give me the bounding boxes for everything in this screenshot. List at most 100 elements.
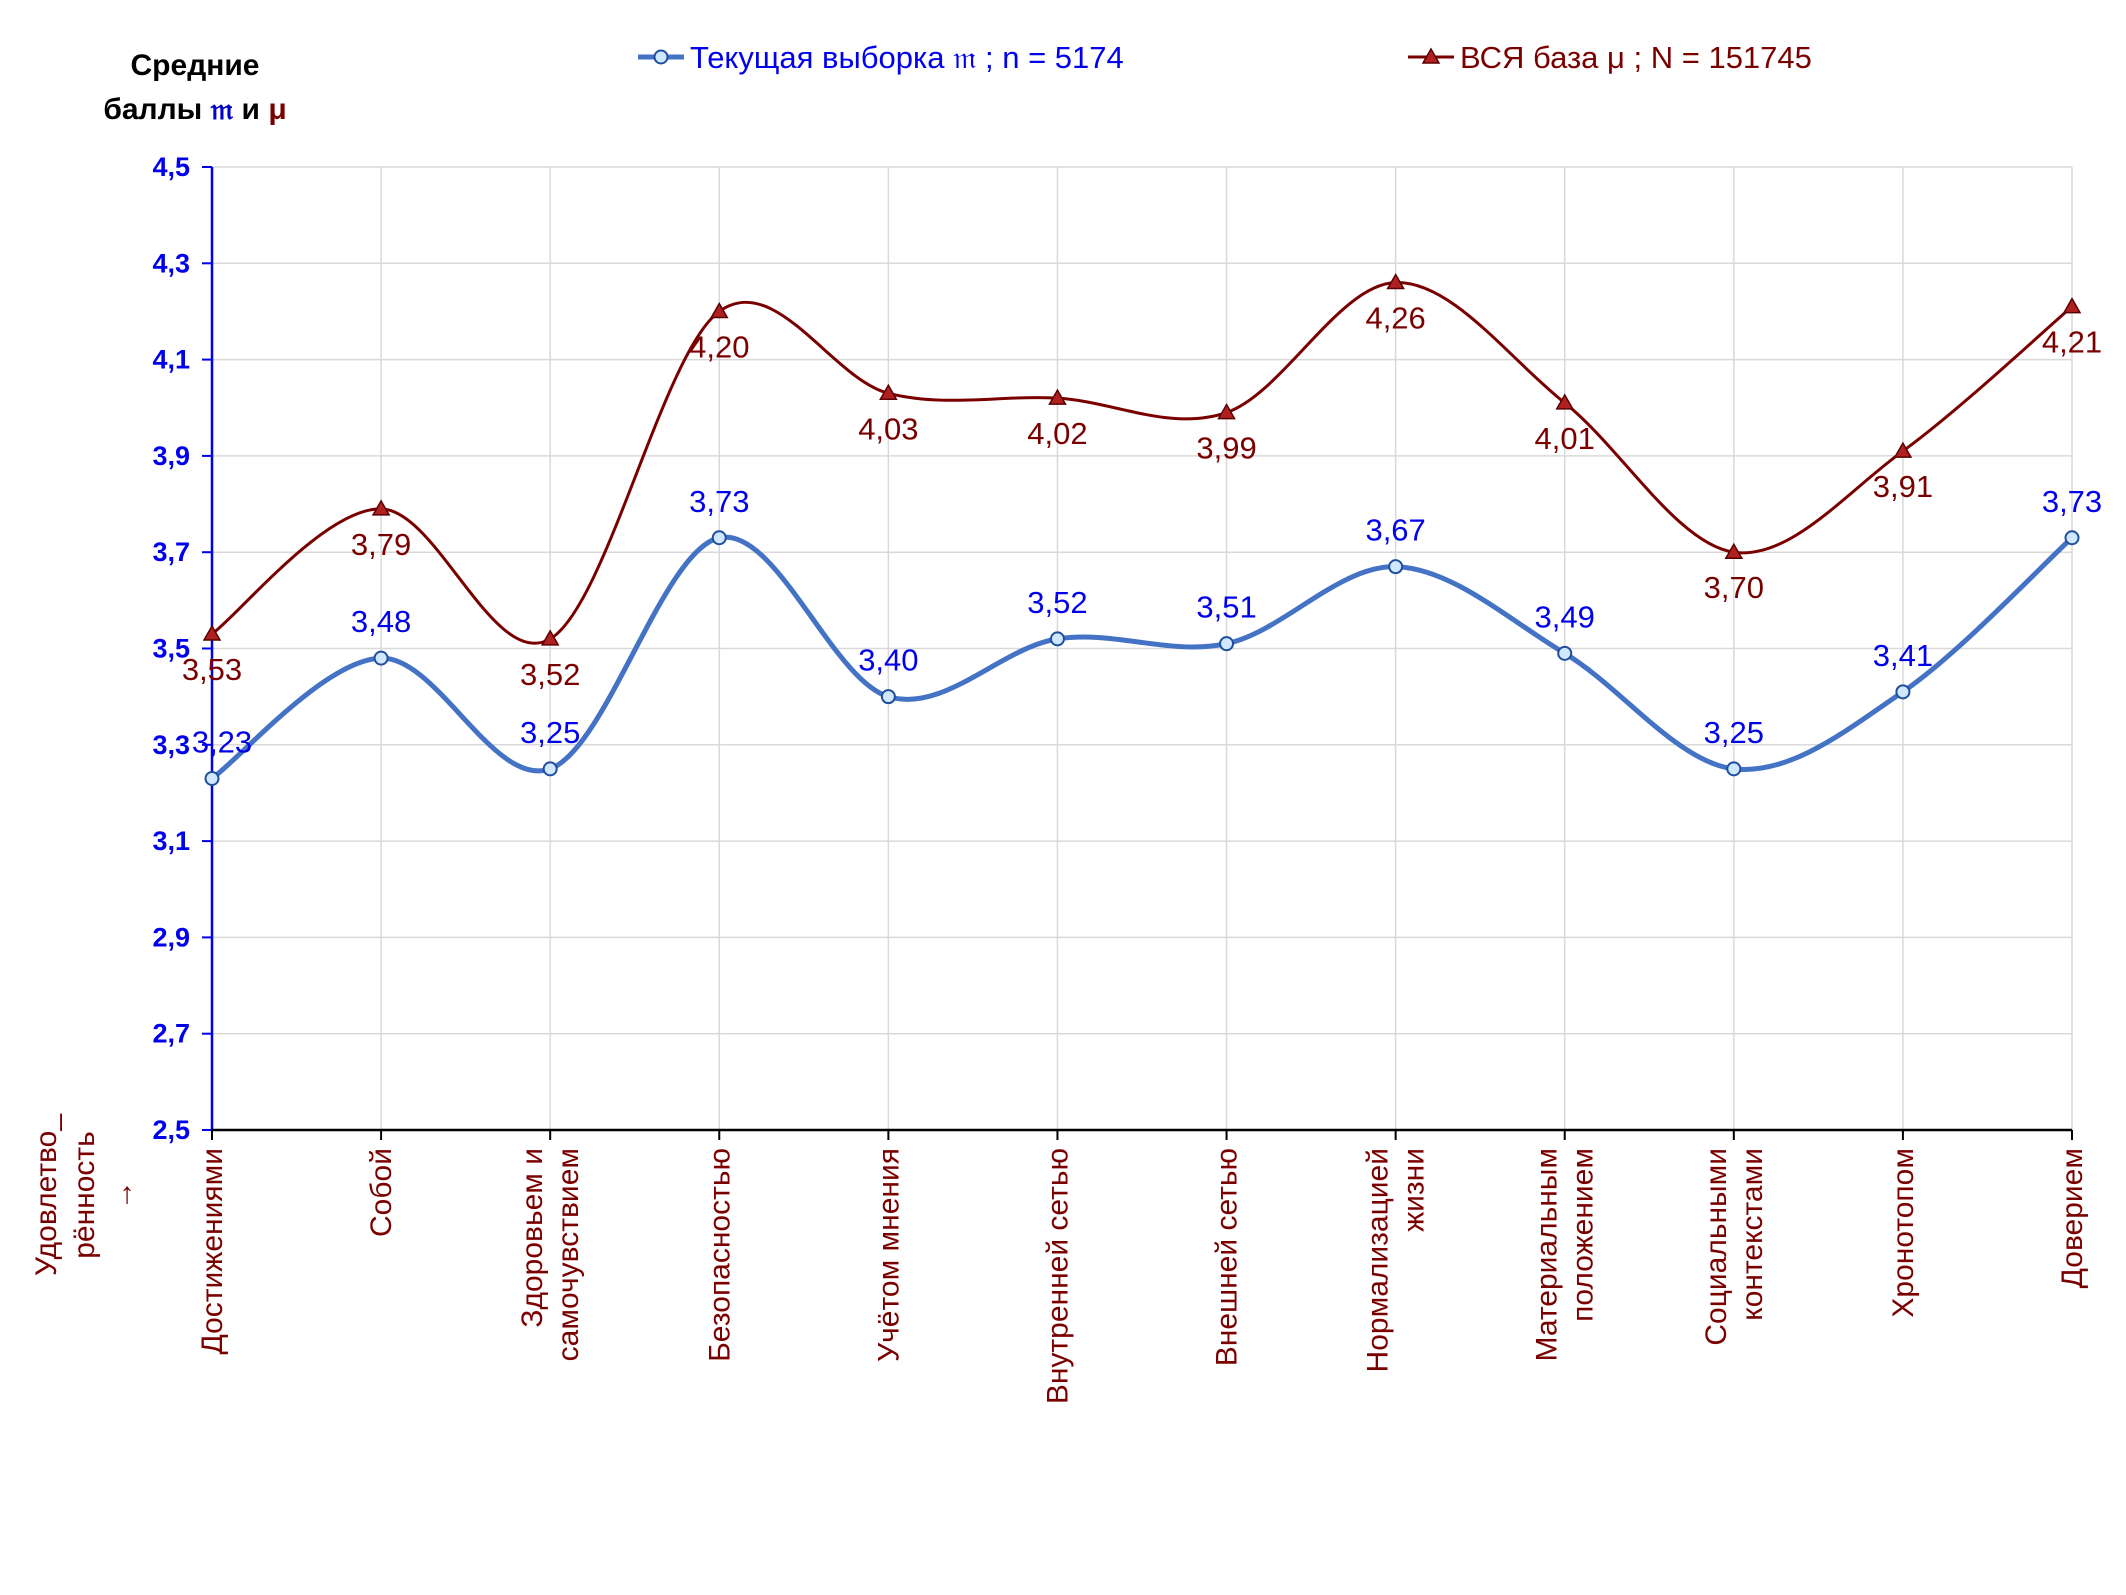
y-axis-title-symbol-sample: 𝔪 bbox=[210, 93, 234, 126]
x-tick-label: Достижениями bbox=[196, 1148, 229, 1355]
x-tick-label-line: Собой bbox=[365, 1148, 398, 1237]
data-point-sample bbox=[1388, 559, 1404, 575]
x-tick-label-line: положением bbox=[1567, 1148, 1600, 1322]
series-line-base bbox=[211, 281, 2073, 645]
y-axis-title: Средние баллы 𝔪 и μ bbox=[100, 44, 290, 132]
data-label-base: 3,91 bbox=[1873, 469, 1933, 504]
data-point-sample bbox=[204, 771, 220, 787]
x-tick-label: Хронотопом bbox=[1887, 1148, 1920, 1318]
x-tick-label-line: Внешней сетью bbox=[1211, 1148, 1244, 1366]
data-label-sample: 3,67 bbox=[1365, 513, 1425, 548]
data-point-sample bbox=[1895, 684, 1911, 700]
series-line-sample bbox=[210, 534, 2074, 781]
y-axis-title-line1: Средние bbox=[130, 49, 260, 82]
data-label-base: 3,79 bbox=[351, 527, 411, 562]
data-point-base bbox=[371, 499, 391, 516]
data-label-base: 4,26 bbox=[1365, 301, 1425, 336]
x-axis-title-text: Удовлетво_ рённость → bbox=[30, 1113, 139, 1276]
data-point-base bbox=[1555, 393, 1575, 410]
y-tick-label: 3,7 bbox=[152, 537, 190, 567]
data-point-base bbox=[2062, 297, 2082, 314]
data-point-sample bbox=[1726, 761, 1742, 777]
x-tick-label-line: Социальными bbox=[1700, 1148, 1733, 1346]
data-label-sample: 3,51 bbox=[1196, 590, 1256, 625]
data-point-sample bbox=[1219, 636, 1235, 652]
y-tick-label: 4,5 bbox=[152, 152, 190, 182]
x-axis-title-line: Удовлетво_ bbox=[30, 1113, 63, 1276]
x-tick-label: Безопасностью bbox=[703, 1148, 736, 1362]
data-label-base: 3,53 bbox=[182, 652, 242, 687]
y-tick-label: 3,3 bbox=[152, 730, 190, 760]
data-label-sample: 3,48 bbox=[351, 604, 411, 639]
legend-marker bbox=[653, 49, 669, 65]
data-label-base: 4,03 bbox=[858, 411, 918, 446]
data-point-sample bbox=[1557, 645, 1573, 661]
x-tick-label-line: самочувствием bbox=[552, 1148, 585, 1361]
y-tick-label: 4,3 bbox=[152, 248, 190, 278]
y-tick-label: 4,1 bbox=[152, 345, 190, 375]
legend-label: ВСЯ база μ ; N = 151745 bbox=[1460, 40, 1812, 75]
x-tick-label-line: Безопасностью bbox=[703, 1148, 736, 1362]
x-tick-label: Доверием bbox=[2056, 1148, 2089, 1288]
legend-marker bbox=[1421, 47, 1441, 64]
x-tick-label-line: Доверием bbox=[2056, 1148, 2089, 1288]
data-point-sample bbox=[711, 530, 727, 546]
y-tick-label: 2,5 bbox=[152, 1115, 190, 1145]
x-tick-label-line: Внутренней сетью bbox=[1041, 1148, 1074, 1404]
y-tick-label: 2,9 bbox=[152, 922, 190, 952]
x-tick-label: Внешней сетью bbox=[1211, 1148, 1244, 1366]
data-label-sample: 3,23 bbox=[192, 725, 252, 760]
y-axis-title-symbol-base: μ bbox=[268, 93, 287, 126]
data-label-sample: 3,52 bbox=[1027, 585, 1087, 620]
data-point-base bbox=[540, 629, 560, 646]
data-label-base: 3,99 bbox=[1196, 431, 1256, 466]
data-label-sample: 3,40 bbox=[858, 643, 918, 678]
x-tick-label-line: Учётом мнения bbox=[872, 1148, 905, 1362]
x-tick-label: Социальными контекстами bbox=[1700, 1148, 1769, 1346]
data-label-base: 3,52 bbox=[520, 657, 580, 692]
data-point-sample bbox=[2064, 530, 2080, 546]
x-axis-title-line: рённость bbox=[68, 1131, 101, 1259]
data-point-base bbox=[1893, 441, 1913, 458]
x-tick-label: Материальным положением bbox=[1531, 1148, 1600, 1361]
x-tick-label-line: Хронотопом bbox=[1887, 1148, 1920, 1318]
data-label-base: 4,20 bbox=[689, 329, 749, 364]
y-axis-title-line2: баллы 𝔪 и μ bbox=[100, 88, 290, 132]
data-label-sample: 3,41 bbox=[1873, 638, 1933, 673]
x-tick-label-line: Здоровьем и bbox=[516, 1148, 549, 1328]
x-tick-label: Внутренней сетью bbox=[1041, 1148, 1074, 1404]
x-tick-label-line: Нормализацией bbox=[1362, 1148, 1395, 1372]
data-label-base: 4,02 bbox=[1027, 416, 1087, 451]
x-tick-label-line: жизни bbox=[1398, 1148, 1431, 1232]
y-tick-label: 3,1 bbox=[152, 826, 190, 856]
data-label-sample: 3,73 bbox=[689, 484, 749, 519]
y-axis-title-and: и bbox=[233, 93, 269, 126]
data-point-base bbox=[202, 624, 222, 641]
data-point-base bbox=[1386, 273, 1405, 290]
x-tick-label: Учётом мнения bbox=[872, 1148, 905, 1362]
data-label-sample: 3,49 bbox=[1535, 599, 1595, 634]
x-tick-label-line: контекстами bbox=[1736, 1148, 1769, 1321]
legend-label: Текущая выборка 𝔪 ; n = 5174 bbox=[690, 40, 1124, 75]
x-tick-label: Собой bbox=[365, 1148, 398, 1237]
data-label-sample: 3,25 bbox=[520, 715, 580, 750]
data-label-base: 4,21 bbox=[2042, 325, 2102, 360]
data-label-sample: 3,73 bbox=[2042, 484, 2102, 519]
y-tick-label: 3,5 bbox=[152, 634, 190, 664]
data-point-base bbox=[1048, 388, 1067, 405]
data-point-sample bbox=[1049, 631, 1065, 647]
data-point-base bbox=[709, 301, 729, 319]
y-axis-title-word: баллы bbox=[103, 93, 203, 126]
x-axis-title-line: → bbox=[106, 1180, 139, 1210]
data-label-sample: 3,25 bbox=[1704, 715, 1764, 750]
x-tick-label-line: Достижениями bbox=[196, 1148, 229, 1355]
data-point-base bbox=[879, 383, 898, 401]
data-label-base: 4,01 bbox=[1535, 421, 1595, 456]
data-point-sample bbox=[373, 650, 389, 666]
data-point-sample bbox=[880, 689, 896, 705]
y-tick-label: 3,9 bbox=[152, 441, 190, 471]
data-label-base: 3,70 bbox=[1704, 570, 1764, 605]
y-tick-label: 2,7 bbox=[152, 1019, 190, 1049]
data-point-sample bbox=[542, 761, 558, 777]
